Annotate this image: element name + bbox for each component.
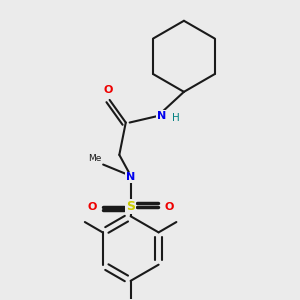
Text: O: O bbox=[165, 202, 174, 212]
Text: O: O bbox=[103, 85, 113, 95]
Text: Me: Me bbox=[88, 154, 102, 163]
Text: S: S bbox=[126, 200, 135, 213]
Text: N: N bbox=[157, 111, 166, 121]
Text: H: H bbox=[172, 113, 180, 123]
Text: N: N bbox=[126, 172, 135, 182]
Text: O: O bbox=[87, 202, 97, 212]
